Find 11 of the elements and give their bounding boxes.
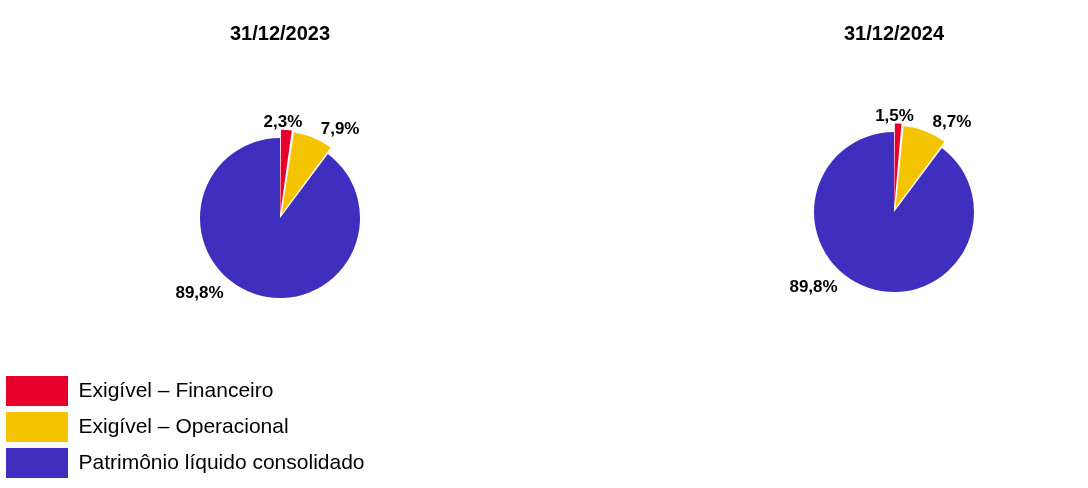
legend-label: Exigível – Operacional (78, 413, 289, 437)
legend-label: Patrimônio líquido consolidado (78, 449, 365, 473)
data-label: 8,7% (932, 112, 972, 132)
data-label: 89,8% (175, 282, 224, 302)
chart-title: 31/12/2023 (229, 21, 331, 44)
data-label: 1,5% (875, 105, 914, 125)
legend-label: Exigível – Financeiro (78, 377, 274, 401)
data-label: 89,8% (789, 276, 838, 296)
chart-title: 31/12/2024 (843, 21, 945, 44)
data-label: 2,3% (263, 111, 303, 131)
data-label: 7,9% (320, 119, 360, 138)
